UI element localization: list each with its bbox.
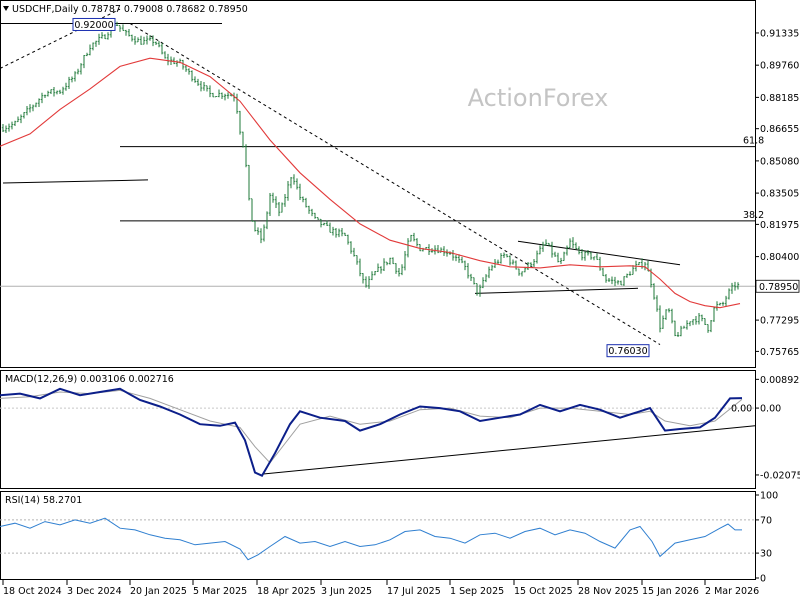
price-tick-label: 0.91335 <box>760 28 799 39</box>
time-tick-label: 2 Mar 2026 <box>705 586 759 597</box>
price-panel[interactable]: ActionForex 0.92000 0.76030 61.8 38.2 USDCH… <box>0 0 764 368</box>
time-tick-label: 20 Jan 2025 <box>130 586 187 597</box>
rsi-tick-label: 0 <box>760 574 766 585</box>
fib-label: 38.2 <box>743 210 764 221</box>
price-tick-label: 0.80400 <box>760 252 799 263</box>
dashed-trend-upper <box>0 8 121 69</box>
last-price-box <box>755 279 800 293</box>
triangle-down-icon[interactable] <box>3 6 9 11</box>
triangle-bottom <box>474 287 639 294</box>
price-annotations: 0.92000 0.76030 61.8 38.2 <box>72 17 764 358</box>
rsi-tick-label: 70 <box>760 515 772 526</box>
price-callout: 0.76030 <box>608 346 647 357</box>
time-tick-label: 15 Oct 2025 <box>514 586 573 597</box>
price-tick-label: 0.89760 <box>760 61 799 72</box>
macd-tick-label: 0.00 <box>760 404 781 415</box>
price-tick-label: 0.88185 <box>760 93 799 104</box>
time-axis: 18 Oct 2024 3 Dec 2024 20 Jan 2025 5 Mar 20… <box>2 580 759 597</box>
time-tick-label: 28 Nov 2025 <box>578 586 639 597</box>
price-axis: 0.91335 0.89760 0.88185 0.86655 0.85080 0.835… <box>755 28 800 358</box>
macd-axis: 0.008923 0.00 -0.020759 0.00 <box>731 375 800 482</box>
rsi-line <box>0 517 742 561</box>
macd-line <box>0 387 743 477</box>
macd-zero-label: 0.00 <box>731 404 752 415</box>
rsi-title: RSI(14) 58.2701 <box>5 495 82 506</box>
fib-label: 61.8 <box>743 136 764 147</box>
rsi-tick-label: 30 <box>760 549 772 560</box>
macd-signal-line <box>0 389 743 464</box>
rsi-tick-label: 100 <box>760 491 778 502</box>
rsi-axis: 100 70 30 0 <box>755 491 778 585</box>
time-tick-label: 17 Jul 2025 <box>387 586 441 597</box>
time-tick-label: 18 Apr 2025 <box>257 586 316 597</box>
time-tick-label: 5 Mar 2025 <box>193 586 247 597</box>
price-callout-box <box>72 17 116 31</box>
time-tick-label: 3 Dec 2024 <box>67 586 122 597</box>
dashed-trend-lower <box>129 23 661 345</box>
macd-tick-label: -0.020759 <box>760 470 800 481</box>
time-tick-label: 18 Oct 2024 <box>3 586 62 597</box>
price-callout: 0.92000 <box>74 20 113 31</box>
price-tick-label: 0.75765 <box>760 347 799 358</box>
time-tick-label: 1 Sep 2025 <box>450 586 504 597</box>
price-tick-label: 0.86655 <box>760 124 799 135</box>
watermark: ActionForex <box>468 84 609 112</box>
old-support <box>2 179 149 184</box>
macd-tick-label: 0.008923 <box>760 375 800 386</box>
price-tick-label: 0.81975 <box>760 220 799 231</box>
symbol-header: USDCHF,Daily 0.78787 0.79008 0.78682 0.7… <box>12 4 248 15</box>
rsi-levels <box>0 519 755 554</box>
macd-trendline <box>261 425 756 475</box>
rsi-panel[interactable]: RSI(14) 58.2701 <box>0 491 756 580</box>
time-tick-label: 3 Jun 2025 <box>321 586 372 597</box>
price-tick-label: 0.77295 <box>760 316 799 327</box>
price-tick-label: 0.85080 <box>760 156 799 167</box>
last-price-label: 0.78950 <box>759 282 798 293</box>
time-tick-label: 15 Jan 2026 <box>642 586 699 597</box>
macd-reference-lines <box>0 407 756 475</box>
price-tick-label: 0.83505 <box>760 189 799 200</box>
macd-title: MACD(12,26,9) 0.003106 0.002716 <box>5 374 174 385</box>
macd-panel[interactable]: MACD(12,26,9) 0.003106 0.002716 <box>0 370 756 489</box>
moving-average-line <box>0 57 741 309</box>
price-callout-box <box>606 344 650 358</box>
